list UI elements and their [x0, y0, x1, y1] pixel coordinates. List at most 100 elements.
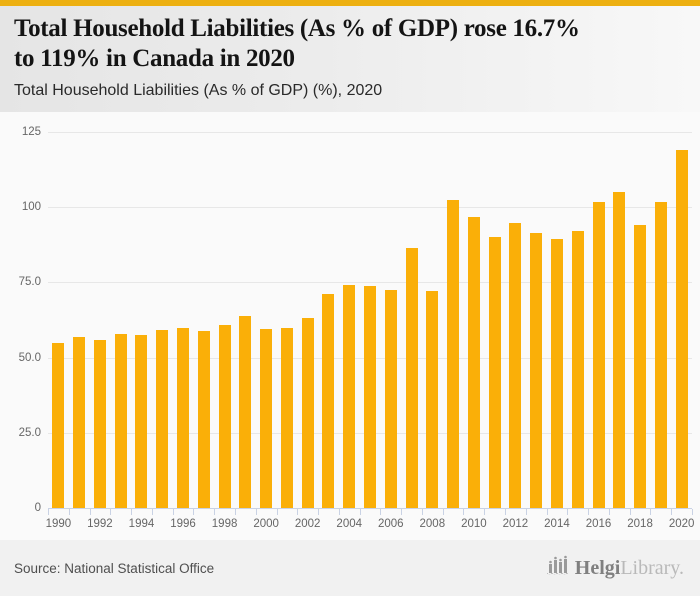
x-axis-label-2014: 2014 — [544, 518, 570, 530]
bar-2007[interactable] — [405, 248, 418, 508]
bar-2018[interactable] — [634, 224, 647, 508]
x-axis-label-2004: 2004 — [336, 518, 363, 530]
gridline-75.0 — [48, 282, 692, 284]
bar-1998[interactable] — [218, 324, 231, 508]
y-axis-label: 125 — [21, 126, 41, 138]
bar-2011[interactable] — [488, 237, 501, 508]
chart-header: Total Household Liabilities (As % of GDP… — [0, 6, 700, 112]
x-axis-tick — [214, 509, 216, 515]
x-axis-tick — [608, 509, 610, 515]
x-axis-tick — [484, 509, 486, 515]
bar-1993[interactable] — [114, 333, 127, 508]
bar-2010[interactable] — [467, 217, 480, 508]
source-label: Source: National Statistical Office — [14, 560, 215, 576]
bar-2017[interactable] — [613, 192, 626, 508]
x-axis-tick — [297, 509, 299, 515]
accent-top-border — [0, 0, 700, 6]
y-axis-label: 75.0 — [18, 276, 41, 289]
y-axis-label: 50.0 — [18, 351, 41, 364]
x-axis-tick — [650, 509, 652, 515]
x-axis-tick — [421, 509, 423, 515]
x-axis-tick — [131, 509, 133, 515]
bar-1996[interactable] — [177, 328, 190, 508]
x-axis-tick — [234, 509, 236, 515]
bar-2004[interactable] — [343, 284, 356, 508]
bar-2005[interactable] — [364, 285, 376, 508]
x-axis-tick — [629, 509, 631, 515]
brand-name-secondary: Library. — [620, 557, 684, 579]
helgi-library-logo[interactable]: HelgiLibrary. — [546, 555, 684, 582]
bar-2019[interactable] — [654, 201, 667, 508]
x-axis-label-2008: 2008 — [419, 518, 446, 530]
x-axis-label-1992: 1992 — [87, 518, 113, 530]
bar-1991[interactable] — [73, 337, 86, 508]
gridline-125 — [48, 132, 692, 133]
y-axis-label: 25.0 — [18, 426, 41, 439]
gridline-100 — [48, 207, 692, 209]
bar-chart-logo-icon — [546, 555, 570, 582]
x-axis-tick — [276, 509, 278, 515]
x-axis-label-2020: 2020 — [668, 518, 695, 530]
bar-2006[interactable] — [384, 289, 397, 508]
bar-2002[interactable] — [301, 317, 314, 508]
x-axis-line — [48, 508, 692, 509]
bar-1997[interactable] — [197, 331, 210, 508]
x-axis-tick — [546, 509, 548, 515]
x-axis-tick — [318, 509, 320, 515]
brand-name-primary: Helgi — [574, 557, 621, 579]
brand-name: HelgiLibrary. — [575, 558, 684, 578]
x-axis-tick — [359, 509, 361, 515]
x-axis-tick — [588, 509, 590, 515]
x-axis-tick — [401, 509, 403, 515]
x-axis-tick — [442, 509, 444, 515]
x-axis-label-1998: 1998 — [211, 518, 238, 530]
bar-2013[interactable] — [530, 233, 543, 508]
y-axis-label: 100 — [21, 201, 41, 214]
bar-1995[interactable] — [156, 329, 169, 508]
x-axis-tick — [89, 509, 91, 515]
x-axis-tick — [338, 509, 340, 515]
chart-subtitle: Total Household Liabilities (As % of GDP… — [14, 82, 383, 99]
chart-title: Total Household Liabilities (As % of GDP… — [14, 15, 580, 72]
bar-2008[interactable] — [426, 291, 439, 508]
x-axis-tick — [151, 509, 153, 515]
chart-footer: Source: National Statistical Office Helg… — [0, 540, 700, 596]
x-axis-label-2018: 2018 — [627, 518, 653, 530]
bar-2001[interactable] — [280, 328, 293, 508]
x-axis-tick — [68, 509, 70, 515]
x-axis-tick — [110, 509, 112, 515]
bar-2012[interactable] — [509, 223, 522, 508]
x-axis-tick — [255, 509, 257, 515]
bar-chart-plot-area: 0 25.0 50.0 75.0 100 125 1990 1992 1994 1996 1998 2… — [0, 112, 700, 540]
x-axis-label-2016: 2016 — [585, 518, 612, 530]
x-axis-tick — [172, 509, 174, 515]
x-axis-tick — [692, 509, 693, 515]
x-axis-tick — [380, 509, 382, 515]
bar-2015[interactable] — [571, 231, 584, 508]
x-axis-label-1994: 1994 — [128, 518, 155, 530]
x-axis-tick — [567, 509, 569, 515]
x-axis-label-2002: 2002 — [294, 518, 321, 530]
x-axis-tick — [48, 509, 49, 515]
bar-1992[interactable] — [93, 339, 106, 508]
bar-1999[interactable] — [239, 315, 252, 508]
y-axis-label: 0 — [34, 502, 41, 514]
bar-1994[interactable] — [135, 334, 148, 508]
bar-2016[interactable] — [592, 202, 605, 508]
x-axis-tick — [505, 509, 507, 515]
x-axis-tick — [671, 509, 673, 515]
x-axis-tick — [193, 509, 195, 515]
x-axis-label-2000: 2000 — [253, 518, 279, 530]
bar-2009[interactable] — [447, 200, 460, 508]
bar-2020[interactable] — [675, 150, 688, 508]
bar-2014[interactable] — [550, 239, 563, 508]
bar-2000[interactable] — [260, 329, 273, 508]
bar-1990[interactable] — [52, 342, 65, 508]
x-axis-tick — [463, 509, 465, 515]
bar-2003[interactable] — [322, 293, 335, 508]
x-axis-label-2006: 2006 — [377, 518, 404, 530]
x-axis-label-1996: 1996 — [170, 518, 196, 530]
x-axis-label-1990: 1990 — [45, 518, 72, 530]
x-axis-label-2010: 2010 — [461, 518, 487, 530]
